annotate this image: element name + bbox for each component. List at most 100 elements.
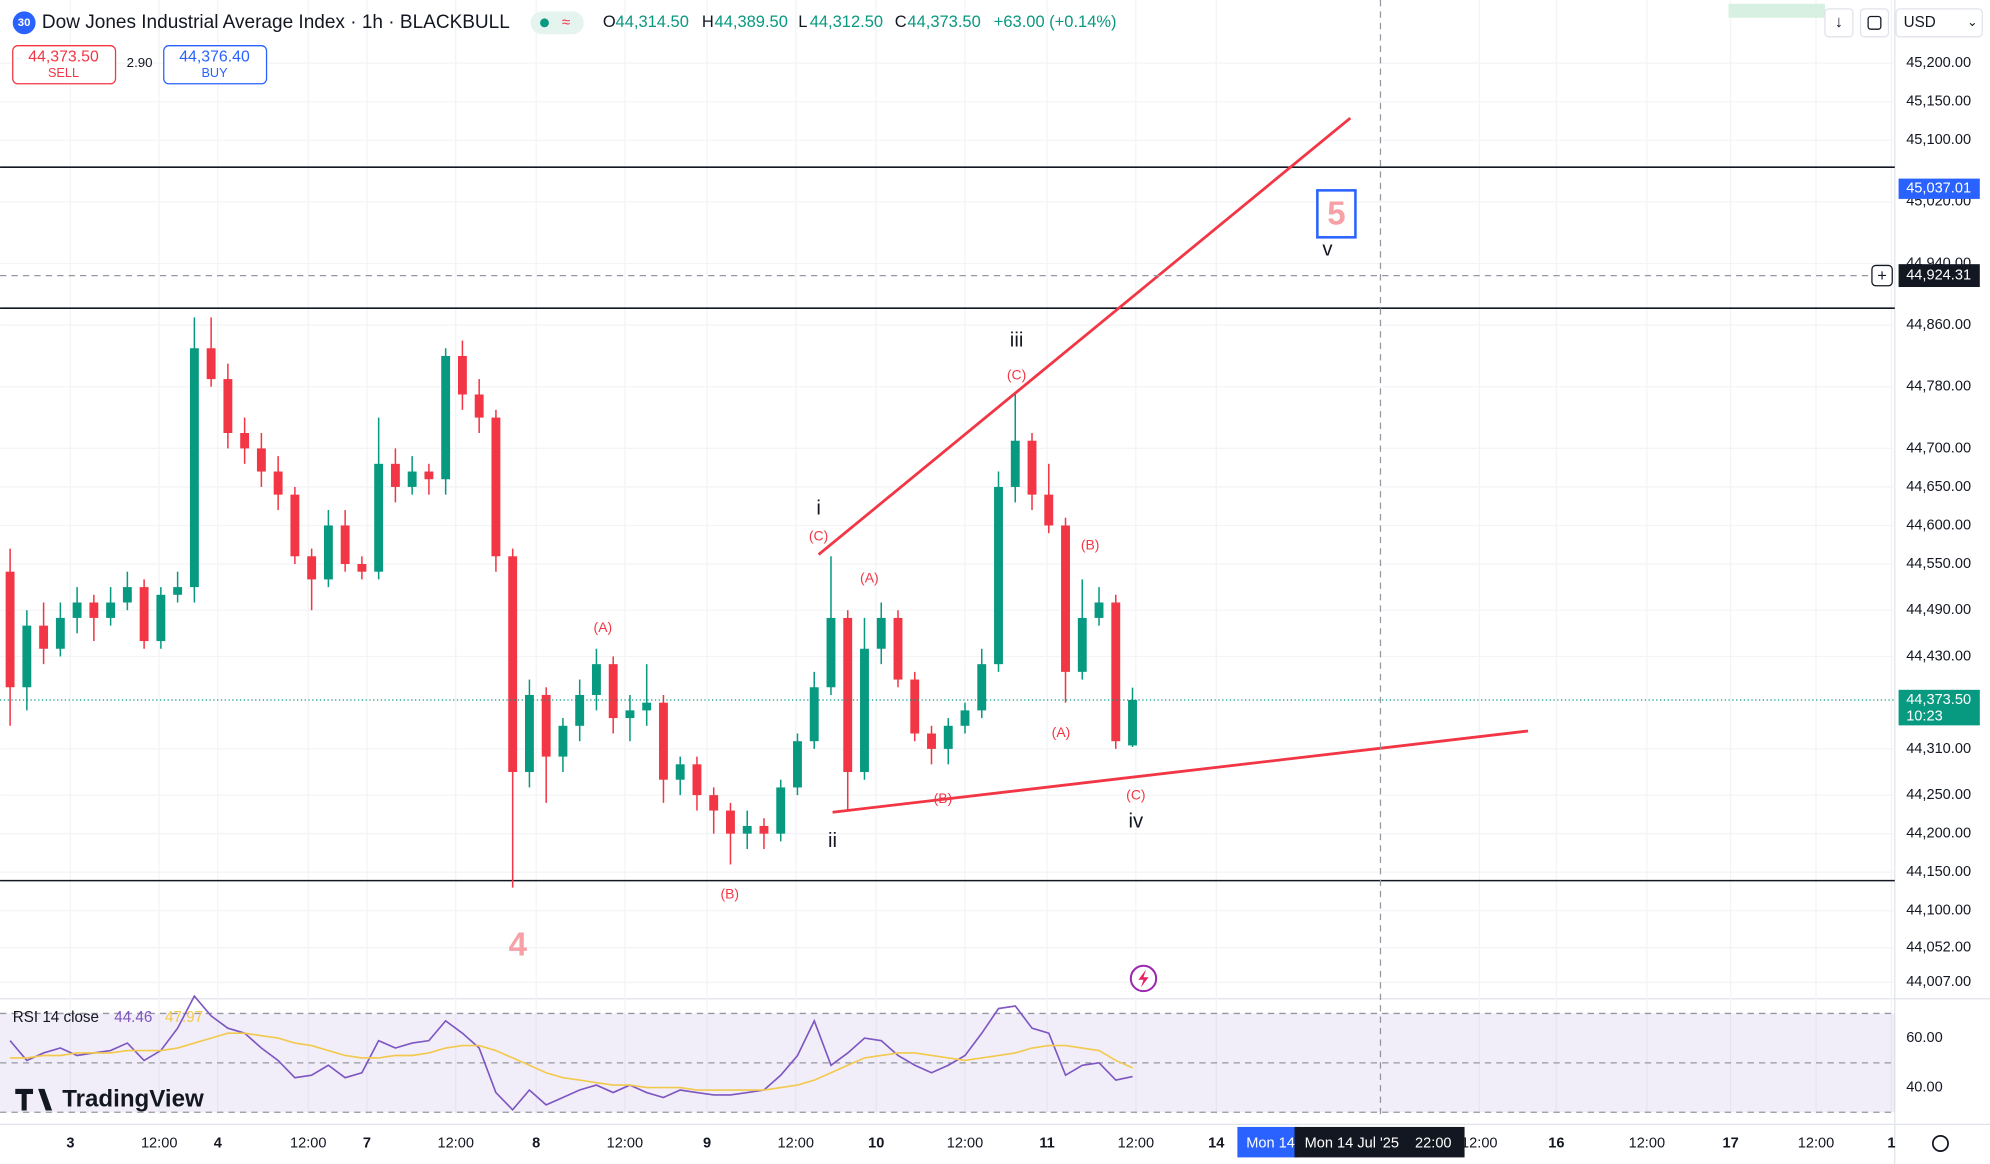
y-tick-label: 44,600.00 [1906,517,1971,533]
x-tick-label: 8 [532,1135,540,1151]
wave-label: (A) [594,619,613,635]
y-tick-label: 44,007.00 [1906,974,1971,990]
rsi-line [10,1032,1133,1091]
logo-text: TradingView [62,1086,204,1113]
candle-body [1010,440,1020,487]
x-tick-label: 16 [1548,1135,1564,1151]
candle-body [1111,602,1121,742]
wave-label: (A) [860,569,879,585]
candle-body [122,587,132,603]
candle-body [441,355,451,480]
x-tick-label: 12:00 [290,1135,326,1151]
y-tick-label: 44,250.00 [1906,787,1971,803]
price-label-box [1898,689,1980,726]
crosshair-x-time: 22:00 [1415,1135,1451,1151]
candle-body [189,348,199,588]
candle-body [22,625,32,688]
candle-body [89,602,99,618]
candle-body [424,471,434,480]
candle-body [1044,494,1054,526]
candle-body [960,710,970,726]
wave-label: (B) [1081,536,1100,552]
candle-body [726,810,735,834]
download-button[interactable] [1824,8,1854,38]
symbol-title: Dow Jones Industrial Average Index · 1h … [42,12,510,33]
wave-label: iii [1010,330,1024,352]
y-tick-label: 44,550.00 [1906,556,1971,572]
x-tick-label: 12:00 [1629,1135,1665,1151]
candle-body [323,525,333,580]
x-tick-label: 12:00 [607,1135,643,1151]
wave-label: (C) [1007,366,1026,382]
wave-label: v [1322,238,1333,260]
price-label-box [1898,178,1980,199]
currency-button[interactable] [1895,8,1983,38]
candle-body [910,679,920,734]
settings-icon[interactable] [1931,1134,1949,1152]
x-tick-label: 10 [868,1135,884,1151]
sell-button[interactable] [12,45,117,85]
candle-body [72,602,82,618]
buy-button[interactable] [163,45,268,85]
candle-body [893,617,903,680]
crosshair-x-label: Mon 14 Jul '25 [1305,1135,1399,1151]
candle-body [759,825,769,834]
x-tick-label: 11 [1039,1135,1054,1151]
candle-body [709,795,719,811]
y-tick-label: 44,490.00 [1906,602,1971,618]
candle-body [642,702,652,711]
candle-body [39,625,49,649]
candle-body [675,764,685,780]
trend-line [817,116,1352,556]
l-value: 44,312.50 [810,13,883,31]
candle-body [541,694,551,757]
fullscreen-button[interactable] [1859,8,1890,38]
buy-price: 44,376.40 [179,48,250,65]
sell-label: SELL [48,66,79,80]
candle-body [1094,602,1104,618]
price-label: 45,037.01 [1906,181,1971,197]
x-tick-label: 12:00 [778,1135,814,1151]
candle-body [625,710,635,719]
rsi-title: RSI 14 close [13,1009,99,1026]
x-tick-label: 17 [1722,1135,1738,1151]
y-tick-label: 44,780.00 [1906,379,1971,395]
candle-body [457,355,467,395]
l-label: L [798,13,807,31]
candle-body [994,486,1003,665]
currency: USD [1904,14,1936,31]
wave-label: (B) [720,885,739,901]
x-tick-label: 4 [214,1135,223,1151]
candle-body [742,825,752,834]
rsi-tick-label: 60.00 [1906,1030,1942,1046]
candle-body [524,694,534,773]
currency-caret: ⌄ [1967,15,1978,29]
rsi-line [9,994,1133,1112]
y-tick-label: 44,150.00 [1906,864,1971,880]
h-value: 44,389.50 [715,13,788,31]
status-dot [540,18,549,28]
candle-body [1077,617,1087,672]
status-icon: ≈ [562,14,570,31]
x-tick-label: 3 [66,1135,74,1151]
candle-body [273,471,283,495]
candle-body [843,617,853,773]
y-tick-label: 44,430.00 [1906,648,1971,664]
wave-label: 5 [1327,194,1345,231]
spread: 2.90 [127,55,153,70]
candle-body [55,617,65,649]
change: +63.00 (+0.14%) [994,13,1117,31]
wave-label: (B) [934,790,953,806]
candle-body [826,617,836,688]
c-label: C [895,13,907,31]
candle-body [793,741,802,788]
candle-body [1061,525,1070,672]
candle-body [692,764,702,796]
range-label: Mon 14 [1246,1135,1295,1151]
y-tick-label: 45,100.00 [1906,132,1971,148]
candle-body [357,563,367,572]
candle-body [407,471,417,487]
event-bolt [1138,969,1149,988]
sell-price: 44,373.50 [28,48,99,65]
